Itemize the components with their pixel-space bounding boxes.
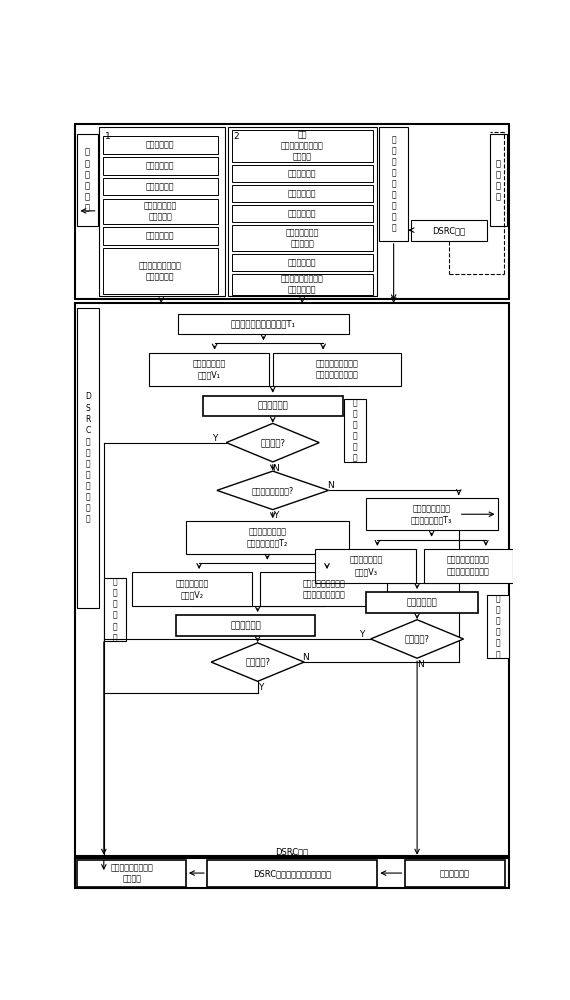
Text: 冲
突
判
断
模
块: 冲 突 判 断 模 块 [112,577,117,642]
Text: Y: Y [359,630,364,639]
Text: 是否有右转阶段二?: 是否有右转阶段二? [251,486,294,495]
Bar [273,353,401,386]
Bar [366,592,478,613]
Bar [231,185,373,202]
Text: N: N [272,464,279,473]
Text: 模
型
参
数
输
入: 模 型 参 数 输 入 [85,148,90,212]
Bar [186,521,349,554]
Bar [103,248,218,294]
Bar [405,860,505,887]
Text: 是否冲突?: 是否冲突? [260,438,285,447]
Polygon shape [211,643,304,681]
Text: 冲
突
判
断
模
块: 冲 突 判 断 模 块 [496,594,500,659]
Text: N: N [327,481,333,490]
Text: 冲突预警提示、提供
建议速度: 冲突预警提示、提供 建议速度 [111,863,153,883]
Text: 冲
突
判
断
模
块: 冲 突 判 断 模 块 [353,398,357,463]
Bar [75,124,509,299]
Bar [103,227,218,245]
Text: 动态冲突区域: 动态冲突区域 [258,402,288,411]
Text: 转弯车辆三轴加
速度变化率: 转弯车辆三轴加 速度变化率 [144,201,177,221]
Text: 主路车辆宽度: 主路车辆宽度 [288,209,316,218]
Text: 是否冲突?: 是否冲突? [405,634,430,643]
Text: 数
据
更
新: 数 据 更 新 [496,159,501,201]
Bar [78,860,186,887]
Bar [487,595,509,658]
Text: Y: Y [258,683,263,692]
Text: 转弯车辆阶段二
末车速V₂: 转弯车辆阶段二 末车速V₂ [175,579,209,599]
Text: 支路右转车辆右转
阶段二持续时间T₂: 支路右转车辆右转 阶段二持续时间T₂ [247,527,288,547]
Text: 转弯车辆阶段一待续时间T₁: 转弯车辆阶段一待续时间T₁ [231,320,296,329]
Bar [75,858,509,888]
Bar [231,165,373,182]
Bar [231,274,373,295]
Bar [149,353,269,386]
Polygon shape [217,471,328,510]
Bar [259,572,388,606]
Text: 是否冲突?: 是否冲突? [245,658,270,667]
Text: N: N [417,660,424,669]
Text: N: N [302,653,309,662]
Text: Y: Y [212,434,217,443]
Bar [379,127,408,241]
Text: 主路车辆坐标: 主路车辆坐标 [288,169,316,178]
Text: 转弯
车辆到达交叉口前主
路车辆数: 转弯 车辆到达交叉口前主 路车辆数 [281,131,324,162]
Bar [78,308,99,608]
Bar [231,225,373,251]
Bar [366,498,498,530]
Text: 主路车辆三轴加速度
变化持续时间: 主路车辆三轴加速度 变化持续时间 [281,274,324,294]
Bar [490,134,507,226]
Bar [228,127,377,296]
Text: 转弯车辆车速: 转弯车辆车速 [146,231,174,240]
Text: 主路车辆三轴加
速度变化率: 主路车辆三轴加 速度变化率 [286,228,319,248]
Bar [411,220,487,241]
Text: DSRC通信: DSRC通信 [432,226,465,235]
Text: 动态冲突区域: 动态冲突区域 [230,621,261,630]
Text: 转弯车辆阶段二末转
弯、主路直行车坐标: 转弯车辆阶段二末转 弯、主路直行车坐标 [302,579,345,599]
Text: D
S
R
C
内
部
冲
突
模
型
计
算: D S R C 内 部 冲 突 模 型 计 算 [86,392,91,524]
Bar [203,396,343,416]
Text: DSRC向转弯车辆发送预警信息: DSRC向转弯车辆发送预警信息 [253,869,331,878]
Text: 转弯车辆坐标: 转弯车辆坐标 [146,141,174,150]
Bar [75,303,509,856]
Text: 转弯车辆阶段一末转
弯、主路直行车坐标: 转弯车辆阶段一末转 弯、主路直行车坐标 [315,359,358,380]
Bar [132,572,252,606]
Bar [103,178,218,195]
Text: 转弯车辆阶段三
末车速V₃: 转弯车辆阶段三 末车速V₃ [349,556,382,576]
Bar [78,134,97,226]
Bar [231,254,373,271]
Text: 动态冲突区域: 动态冲突区域 [406,598,437,607]
Text: 转弯车辆宽度: 转弯车辆宽度 [146,182,174,191]
Bar [176,615,315,636]
Bar [99,127,225,296]
Text: Y: Y [273,511,279,520]
Bar [424,549,513,583]
Bar [231,205,373,222]
Polygon shape [226,423,319,462]
Text: 转弯车辆三轴加速度
变化持续时间: 转弯车辆三轴加速度 变化持续时间 [139,261,182,281]
Bar [178,314,349,334]
Bar [231,130,373,162]
Text: 转弯车辆车长: 转弯车辆车长 [146,161,174,170]
Text: 主路车辆车长: 主路车辆车长 [288,189,316,198]
Text: 1: 1 [104,132,111,141]
Text: 转弯车辆阶段一
末车速V₁: 转弯车辆阶段一 末车速V₁ [192,359,226,380]
Bar [315,549,416,583]
Bar [103,199,218,224]
Text: 主路车辆车速: 主路车辆车速 [288,258,316,267]
Polygon shape [370,620,463,658]
Text: 支路右转车辆右转
阶段三持续时间T₃: 支路右转车辆右转 阶段三持续时间T₃ [411,504,452,524]
Bar [344,399,366,462]
Text: DSRC通信: DSRC通信 [275,847,309,856]
Text: 安全，不预警: 安全，不预警 [440,869,470,878]
Text: 转弯车辆阶段三末转
弯、主路直行车坐标: 转弯车辆阶段三末转 弯、主路直行车坐标 [447,556,490,576]
Bar [207,860,377,887]
Bar [103,136,218,154]
Text: 2: 2 [233,132,239,141]
Bar [104,578,125,641]
Bar [103,157,218,175]
Text: 交
叉
口
静
态
冲
突
区
域: 交 叉 口 静 态 冲 突 区 域 [392,135,396,233]
